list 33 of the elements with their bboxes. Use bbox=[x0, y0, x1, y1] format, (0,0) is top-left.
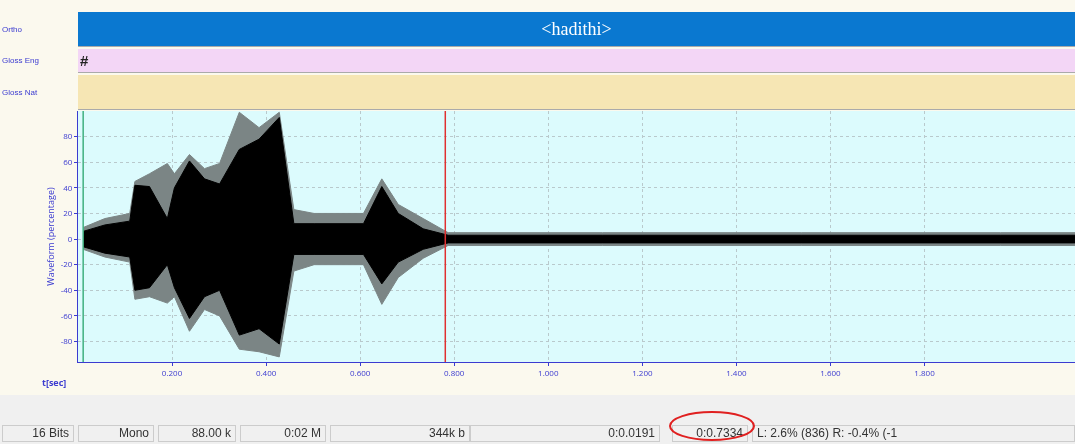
y-tick-label: -40 bbox=[60, 284, 73, 296]
y-tick-label: -80 bbox=[60, 335, 73, 347]
x-tick-label: 1.400 bbox=[726, 366, 748, 378]
x-tick-label: 0.400 bbox=[255, 366, 277, 378]
x-tick-label: 0.800 bbox=[444, 366, 465, 378]
y-tick-label: 0 bbox=[67, 232, 73, 244]
y-tick-label: 60 bbox=[63, 156, 73, 168]
y-tick-label: 20 bbox=[63, 207, 73, 219]
x-tick-label: 1.600 bbox=[820, 366, 842, 378]
text: 16 Bits bbox=[2, 425, 74, 442]
y-axis-title: Waveform (percentage) bbox=[44, 187, 58, 286]
category-label: Ortho bbox=[2, 24, 23, 34]
text: 0:0.7334 bbox=[672, 425, 748, 442]
x-tick-label: 0.200 bbox=[161, 366, 183, 378]
y-tick-label: 40 bbox=[63, 181, 73, 193]
text: 88.00 k bbox=[158, 425, 236, 442]
category-label: Gloss Eng bbox=[2, 56, 39, 65]
tier-strip: <hadithi> bbox=[78, 12, 1075, 47]
x-tick-label: 1.200 bbox=[632, 366, 653, 378]
x-tick-label: 0.600 bbox=[349, 366, 371, 378]
y-tick-label: -20 bbox=[60, 258, 73, 270]
x-tick-label: 1.000 bbox=[538, 366, 559, 378]
text: 0:02 M bbox=[240, 425, 326, 442]
category-label: Gloss Nat bbox=[2, 87, 38, 97]
x-axis-title: t[sec] bbox=[42, 376, 67, 389]
y-tick-label: 80 bbox=[63, 130, 73, 142]
x-tick-label: 1.800 bbox=[914, 366, 936, 378]
text: 0:0.0191 bbox=[470, 425, 660, 442]
y-tick-label: -60 bbox=[60, 309, 73, 321]
tier-strip: # bbox=[78, 49, 1075, 73]
text: 344k b bbox=[330, 425, 470, 442]
text: L: 2.6% (836) R: -0.4% (-1 bbox=[752, 425, 1075, 442]
text: Mono bbox=[78, 425, 154, 442]
